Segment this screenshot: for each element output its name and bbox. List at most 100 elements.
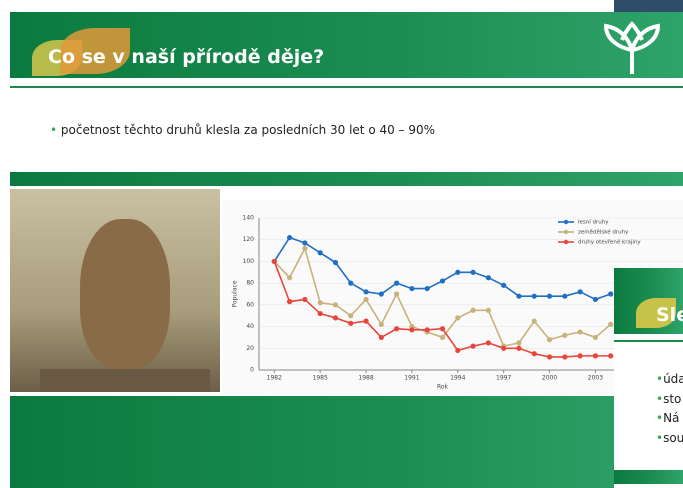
x-tick-label: 1997 [496,375,511,382]
data-point [394,291,399,296]
data-point [562,354,567,359]
band [10,172,683,186]
data-point [409,327,414,332]
bird [80,219,170,369]
data-point [333,260,338,265]
data-point [532,319,537,324]
page: Co se v naší přírodě děje? • početnost t… [0,0,683,488]
legend-label: zemědělské druhy [578,229,629,236]
data-point [486,275,491,280]
data-point [562,294,567,299]
x-tick-label: 2000 [542,375,557,382]
data-point [470,344,475,349]
data-point [394,326,399,331]
data-point [593,297,598,302]
data-point [287,275,292,280]
data-point [348,281,353,286]
data-point [578,353,583,358]
y-tick-label: 0 [250,367,254,374]
data-point [516,294,521,299]
next-slide: Sle •úda •sto •Ná •sou [614,268,683,488]
y-tick-label: 80 [246,280,254,287]
data-point [272,259,277,264]
data-point [608,322,613,327]
footer-band [10,396,683,488]
bullet-text: Ná [663,411,679,425]
slide-title: Sle [656,304,683,326]
bullet-text: úda [663,372,683,386]
data-point [333,315,338,320]
slide-title: Co se v naší přírodě děje? [48,46,324,68]
data-point [608,353,613,358]
bullet: •sto [656,390,683,410]
data-point [287,299,292,304]
legend-marker [564,230,568,234]
title-bar: Sle [614,268,683,334]
data-point [455,348,460,353]
y-tick-label: 140 [243,215,255,222]
data-point [593,335,598,340]
data-point [302,240,307,245]
bullet: • početnost těchto druhů klesla za posle… [50,123,435,137]
data-point [608,291,613,296]
data-point [440,326,445,331]
divider [614,340,683,342]
data-point [348,321,353,326]
data-point [532,351,537,356]
data-point [425,327,430,332]
data-point [486,340,491,345]
bullet: •sou [656,429,683,449]
data-point [562,333,567,338]
data-point [363,319,368,324]
bullet-text: početnost těchto druhů klesla za posledn… [61,123,435,137]
data-point [287,235,292,240]
data-point [455,315,460,320]
y-tick-label: 20 [246,345,254,352]
band [614,470,683,484]
bullet: •Ná [656,409,683,429]
data-point [547,354,552,359]
data-point [425,286,430,291]
y-tick-label: 40 [246,323,254,330]
data-point [302,297,307,302]
data-point [501,346,506,351]
bullet-text: sto [663,392,681,406]
data-point [516,340,521,345]
data-point [470,270,475,275]
title-bar: Co se v naší přírodě děje? [10,12,683,78]
y-axis-label: Populace [232,280,239,307]
data-point [470,308,475,313]
data-point [440,335,445,340]
data-point [379,322,384,327]
data-point [363,297,368,302]
x-tick-label: 1991 [404,375,419,382]
data-point [547,337,552,342]
data-point [363,289,368,294]
bullet: •úda [656,370,683,390]
next-slide-image [614,0,683,12]
post [40,369,210,392]
legend-marker [564,220,568,224]
bird-photo [10,189,220,392]
data-point [394,281,399,286]
data-point [501,283,506,288]
data-point [379,291,384,296]
x-tick-label: 2003 [588,375,603,382]
divider [10,86,683,88]
data-point [516,346,521,351]
data-point [318,250,323,255]
legend-marker [564,240,568,244]
data-point [593,353,598,358]
y-tick-label: 120 [243,236,255,243]
x-tick-label: 1994 [450,375,465,382]
bullet-list: •úda •sto •Ná •sou [656,370,683,448]
legend-label: lesní druhy [578,219,609,226]
y-tick-label: 60 [246,301,254,308]
data-point [318,300,323,305]
bullet-text: sou [663,431,683,445]
data-point [486,308,491,313]
data-point [302,246,307,251]
logo [600,20,664,76]
data-point [333,302,338,307]
data-point [578,289,583,294]
